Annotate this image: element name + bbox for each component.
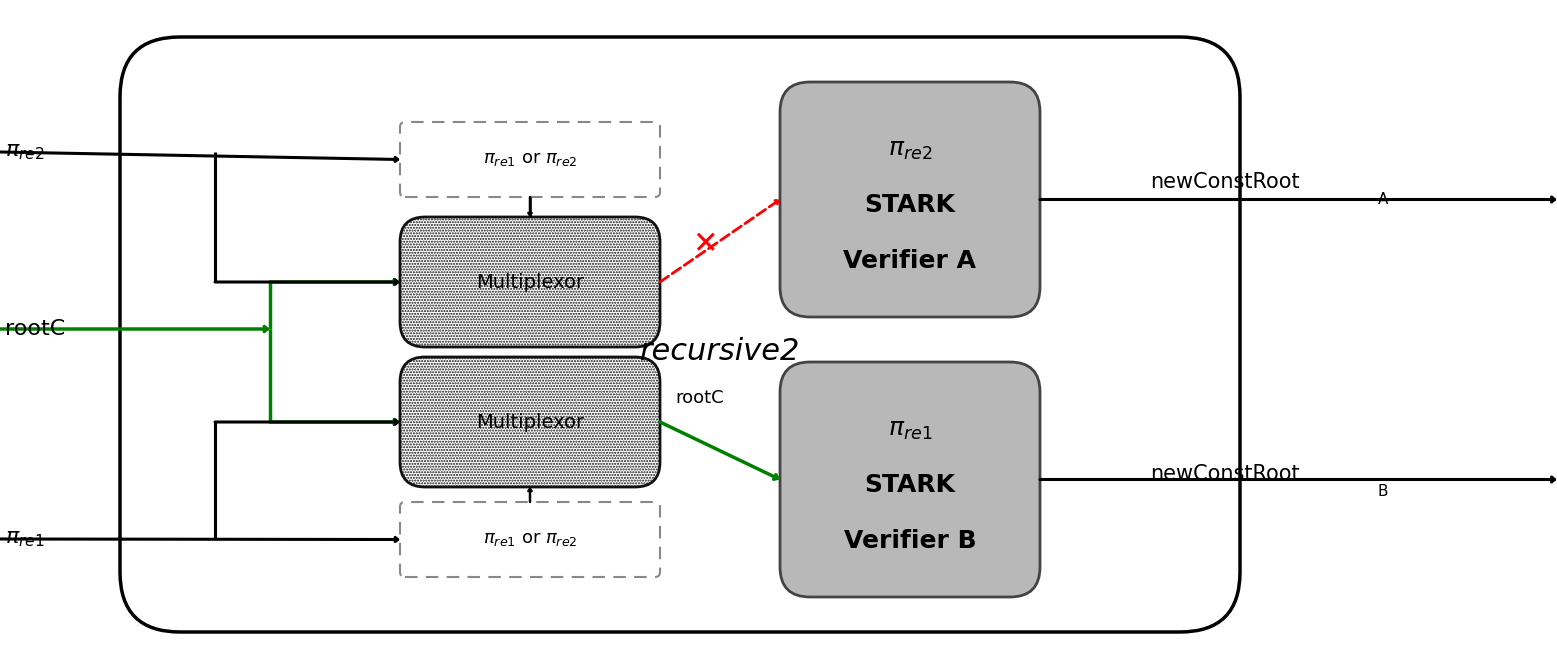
Text: rootC: rootC bbox=[5, 319, 65, 339]
Text: ✕: ✕ bbox=[693, 231, 718, 259]
FancyBboxPatch shape bbox=[780, 82, 1040, 317]
FancyBboxPatch shape bbox=[400, 122, 660, 197]
Text: Multiplexor: Multiplexor bbox=[476, 273, 584, 291]
Text: recursive2: recursive2 bbox=[640, 338, 800, 366]
FancyBboxPatch shape bbox=[400, 217, 660, 347]
Text: STARK: STARK bbox=[864, 193, 956, 217]
Text: $\pi_{re2}$: $\pi_{re2}$ bbox=[5, 142, 45, 162]
FancyBboxPatch shape bbox=[780, 362, 1040, 597]
Text: A: A bbox=[1378, 193, 1389, 207]
Text: $\pi_{re1}$ or $\pi_{re2}$: $\pi_{re1}$ or $\pi_{re2}$ bbox=[483, 530, 578, 548]
Text: $\pi_{re1}$: $\pi_{re1}$ bbox=[887, 418, 933, 442]
Text: Multiplexor: Multiplexor bbox=[476, 412, 584, 432]
Text: Verifier A: Verifier A bbox=[844, 249, 976, 273]
Text: newConstRoot: newConstRoot bbox=[1151, 172, 1300, 192]
Text: STARK: STARK bbox=[864, 472, 956, 496]
Text: newConstRoot: newConstRoot bbox=[1151, 464, 1300, 484]
Text: rootC: rootC bbox=[676, 389, 724, 407]
Text: $\pi_{re2}$: $\pi_{re2}$ bbox=[887, 137, 933, 161]
Text: Verifier B: Verifier B bbox=[844, 530, 976, 554]
Text: B: B bbox=[1378, 484, 1389, 500]
FancyBboxPatch shape bbox=[400, 502, 660, 577]
Text: $\pi_{re1}$ or $\pi_{re2}$: $\pi_{re1}$ or $\pi_{re2}$ bbox=[483, 151, 578, 169]
FancyBboxPatch shape bbox=[120, 37, 1239, 632]
Text: $\pi_{re1}$: $\pi_{re1}$ bbox=[5, 529, 45, 549]
FancyBboxPatch shape bbox=[400, 357, 660, 487]
